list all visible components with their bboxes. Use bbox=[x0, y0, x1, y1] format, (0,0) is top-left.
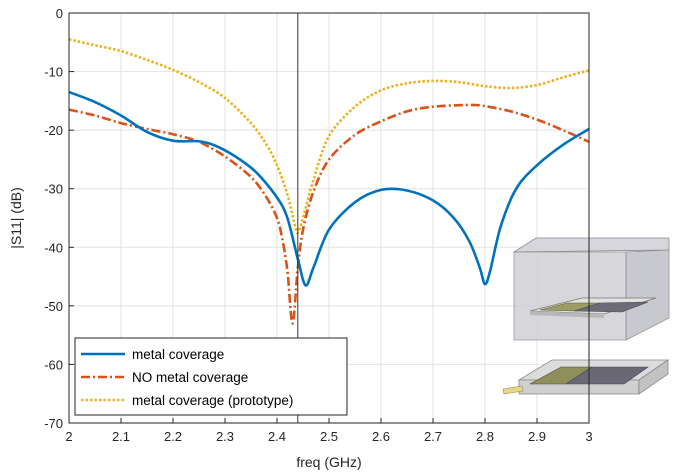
y-tick-label: -20 bbox=[44, 123, 63, 138]
legend-entry: NO metal coverage bbox=[132, 370, 248, 385]
x-tick-label: 2.6 bbox=[372, 429, 390, 444]
x-tick-label: 3 bbox=[585, 429, 592, 444]
enclosure-side-face bbox=[625, 249, 670, 341]
x-tick-label: 2.5 bbox=[320, 429, 338, 444]
legend: metal coverage NO metal coverage metal cov… bbox=[74, 337, 348, 416]
y-tick-label: -50 bbox=[44, 299, 63, 314]
feed-line bbox=[502, 385, 524, 395]
antenna-model-renderings bbox=[502, 237, 670, 395]
x-axis-label: freq (GHz) bbox=[296, 454, 361, 470]
y-tick-label: -40 bbox=[44, 240, 63, 255]
x-tick-label: 2 bbox=[65, 429, 72, 444]
series-line-3 bbox=[68, 38, 590, 235]
y-tick-label: -10 bbox=[44, 65, 63, 80]
y-tick-label: -70 bbox=[44, 416, 63, 431]
ground-metal bbox=[564, 366, 649, 385]
x-tick-label: 2.3 bbox=[216, 429, 234, 444]
substrate-side bbox=[638, 359, 669, 395]
board-metal bbox=[573, 301, 649, 313]
y-axis-label: |S11| (dB) bbox=[8, 187, 24, 248]
x-tick-label: 2.4 bbox=[268, 429, 286, 444]
x-tick-label: 2.7 bbox=[424, 429, 442, 444]
series-line-1 bbox=[68, 90, 590, 287]
y-tick-label: 0 bbox=[56, 6, 63, 21]
legend-entry: metal coverage (prototype) bbox=[132, 393, 293, 408]
board-edge bbox=[530, 311, 604, 318]
y-axis-ticks: 0 -10 -20 -30 -40 -50 -60 -70 bbox=[44, 6, 74, 431]
x-tick-label: 2.8 bbox=[476, 429, 494, 444]
legend-entry: metal coverage bbox=[132, 347, 224, 362]
enclosure-front-face bbox=[513, 251, 627, 341]
enclosure-top-face bbox=[512, 237, 670, 253]
x-tick-label: 2.9 bbox=[528, 429, 546, 444]
board-rendering bbox=[502, 359, 670, 395]
x-axis-ticks: 2 2.1 2.2 2.3 2.4 2.5 2.6 2.7 2.8 2.9 3 bbox=[65, 418, 593, 444]
x-tick-label: 2.2 bbox=[164, 429, 182, 444]
enclosure-rendering bbox=[512, 237, 670, 341]
x-tick-label: 2.1 bbox=[112, 429, 130, 444]
y-tick-label: -60 bbox=[44, 357, 63, 372]
y-tick-label: -30 bbox=[44, 182, 63, 197]
